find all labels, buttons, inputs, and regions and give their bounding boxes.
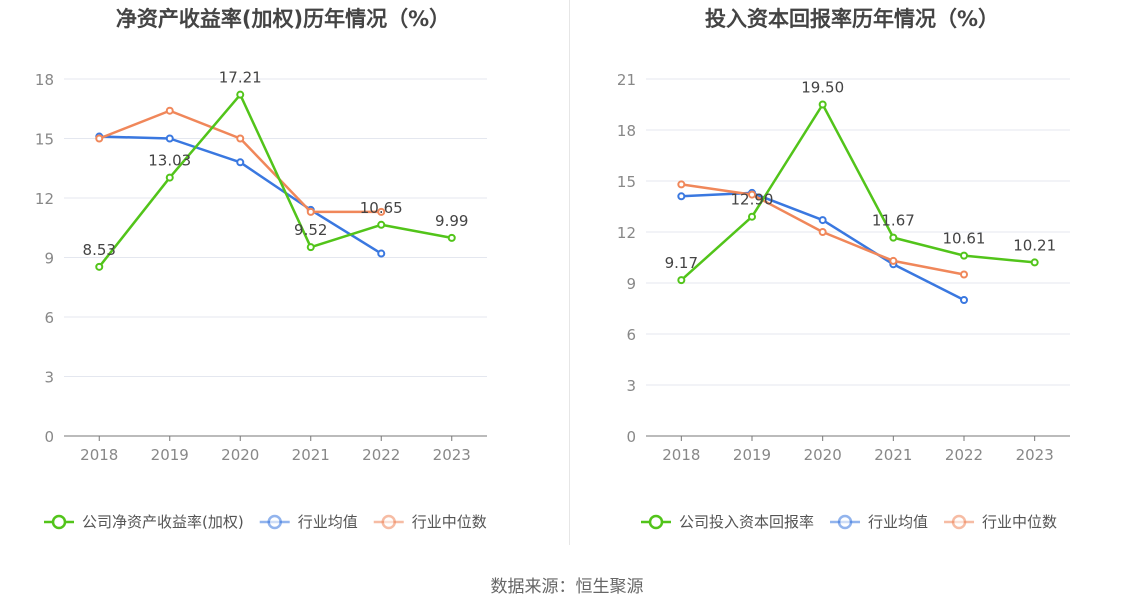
y-tick-label: 9 [626,275,636,293]
data-point[interactable] [377,207,386,216]
data-point[interactable] [889,233,898,242]
legend-item-1[interactable]: 行业均值 [830,513,928,531]
data-point[interactable] [165,106,174,115]
legend-marker [837,514,853,530]
x-tick-label: 2019 [733,446,771,464]
x-tick-label: 2020 [804,446,842,464]
y-tick-label: 18 [35,71,54,89]
data-label: 10.61 [943,230,986,248]
legend-marker [51,514,67,530]
y-tick-label: 0 [626,428,636,446]
legend-marker [648,514,664,530]
y-tick-label: 15 [617,173,636,191]
data-point[interactable] [677,192,686,201]
data-point[interactable] [960,251,968,260]
data-point[interactable] [748,212,756,221]
x-tick-label: 2019 [151,446,189,464]
x-tick-label: 2018 [662,446,700,464]
data-label: 9.52 [294,221,327,239]
data-point[interactable] [1030,258,1039,267]
series-line-1 [99,135,382,255]
series-line-1 [681,191,965,302]
legend-marker [381,514,396,530]
data-source: 数据来源：恒生聚源 [490,577,644,597]
data-label: 10.21 [1013,236,1056,254]
x-tick-label: 2023 [433,446,471,464]
data-point[interactable] [306,207,315,216]
y-tick-label: 18 [617,122,636,140]
data-point[interactable] [447,233,456,242]
data-point[interactable] [236,158,245,167]
data-point[interactable] [748,190,756,199]
data-label: 19.50 [801,79,844,97]
legend-item-0[interactable]: 公司净资产收益率(加权) [44,513,244,531]
data-label: 9.17 [665,254,698,272]
data-point[interactable] [818,216,827,225]
y-tick-label: 12 [617,224,636,242]
y-tick-label: 6 [626,326,636,344]
y-tick-label: 3 [44,369,54,387]
y-tick-label: 21 [617,71,636,89]
data-point[interactable] [960,270,968,279]
x-tick-label: 2022 [945,446,983,464]
data-label: 11.67 [872,212,915,230]
data-point[interactable] [818,100,827,109]
data-point[interactable] [818,228,827,236]
data-label: 10.65 [360,199,403,217]
data-point[interactable] [889,256,898,265]
data-label: 9.99 [435,212,468,230]
x-tick-label: 2021 [874,446,912,464]
legend-label: 公司净资产收益率(加权) [82,513,244,531]
data-label: 13.03 [148,152,191,170]
roic-chart-svg: 投入资本回报率历年情况（%） 0 3 6 9 12 15 18 21 2018 2019 2020 20… [617,7,1070,531]
series-line-0 [98,93,452,268]
roe-chart: 净资产收益率(加权)历年情况（%） 0 3 6 9 12 15 18 2018 2019 2020 2… [0,0,567,560]
data-point[interactable] [95,134,104,143]
legend-label: 行业中位数 [982,513,1057,531]
x-tick-label: 2021 [292,446,330,464]
x-tick-label: 2022 [362,446,400,464]
x-tick-label: 2018 [80,446,118,464]
legend-label: 行业均值 [868,513,928,531]
x-tick-label: 2023 [1016,446,1054,464]
y-tick-label: 15 [35,131,54,149]
data-point[interactable] [95,262,104,271]
chart-title: 投入资本回报率历年情况（%） [705,7,999,31]
legend-marker [951,514,967,530]
data-point[interactable] [377,249,386,258]
legend-item-1[interactable]: 行业均值 [259,513,358,531]
y-tick-label: 6 [44,309,54,327]
x-tick-label: 2020 [221,446,259,464]
data-point[interactable] [306,243,315,252]
roe-chart-svg: 净资产收益率(加权)历年情况（%） 0 3 6 9 12 15 18 2018 2019 2020 2… [35,7,487,531]
y-tick-label: 0 [44,428,54,446]
roic-chart: 投入资本回报率历年情况（%） 0 3 6 9 12 15 18 21 2018 2019 2020 20… [567,0,1134,560]
data-point[interactable] [960,296,968,304]
chart-divider [569,0,570,545]
data-point[interactable] [236,134,245,143]
data-point[interactable] [677,276,686,285]
data-point[interactable] [377,220,386,229]
data-point[interactable] [236,90,245,99]
series-line-0 [680,103,1035,282]
data-point[interactable] [165,173,174,182]
legend-item-2[interactable]: 行业中位数 [944,513,1057,531]
y-tick-label: 9 [44,250,54,268]
data-point[interactable] [677,180,686,189]
legend-label: 行业均值 [298,513,358,531]
data-point[interactable] [165,134,174,143]
legend-item-2[interactable]: 行业中位数 [373,513,487,531]
legend-label: 行业中位数 [412,513,487,531]
y-tick-label: 3 [626,377,636,395]
legend-item-0[interactable]: 公司投入资本回报率 [641,513,814,531]
chart-title: 净资产收益率(加权)历年情况（%） [116,7,450,31]
legend-marker [267,514,282,530]
y-tick-label: 12 [35,190,54,208]
legend-label: 公司投入资本回报率 [679,513,814,531]
data-label: 12.90 [731,191,774,209]
data-label: 8.53 [83,241,116,259]
data-label: 17.21 [219,69,262,87]
